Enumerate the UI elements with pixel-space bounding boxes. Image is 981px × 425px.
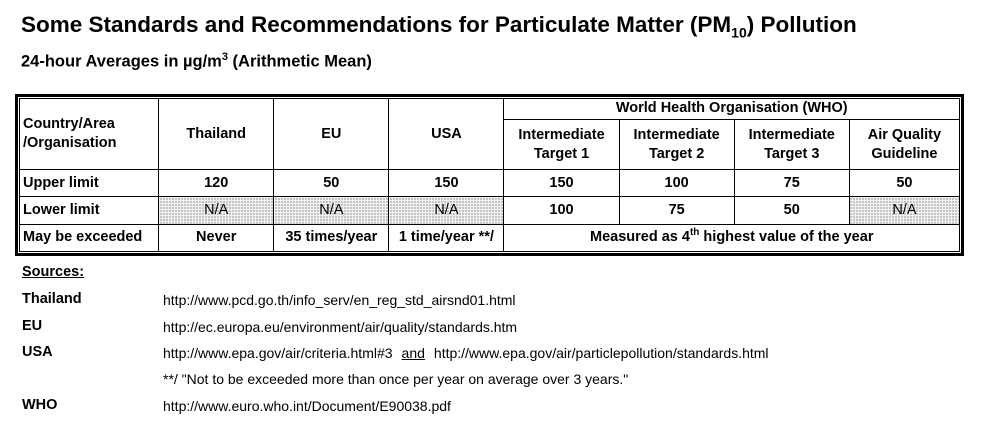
cell-upper-thailand: 120 [158,169,275,198]
corner-header: Country/Area /Organisation [18,97,160,171]
cell-lower-who-it1: 100 [503,196,620,225]
col-header-who-it1: Intermediate Target 1 [503,118,620,171]
cell-upper-eu: 50 [273,169,390,198]
source-url-thailand[interactable]: http://www.pcd.go.th/info_serv/en_reg_st… [163,292,516,308]
cell-lower-who-aqg: N/A [848,196,961,225]
table-row: Lower limit N/A N/A N/A 100 75 50 N/A [18,196,961,225]
table-row: Upper limit 120 50 150 150 100 75 50 [18,169,961,198]
cell-upper-who-it1: 150 [503,169,620,198]
col-header-usa: USA [388,97,505,171]
subtitle-superscript: 3 [221,51,228,63]
table-header-row: Country/Area /Organisation Thailand EU U… [18,97,960,171]
cell-upper-who-aqg: 50 [848,169,961,198]
cell-upper-usa: 150 [388,169,505,198]
cell-lower-eu: N/A [273,196,390,225]
row-label-exceeded: May be exceeded [18,223,160,253]
exceed-who-text: Measured as 4 [590,229,690,246]
row-label-lower: Lower limit [18,196,160,225]
row-label-upper: Upper limit [18,169,160,198]
cell-exceed-usa: 1 time/year **/ [388,223,505,253]
source-url-who[interactable]: http://www.euro.who.int/Document/E90038.… [163,398,451,414]
col-header-who-it3: Intermediate Target 3 [733,118,850,171]
table-subheader-row: Intermediate Target 1 Intermediate Targe… [20,118,961,171]
exceed-who-ordinal: th [689,227,700,239]
source-urls-usa: http://www.epa.gov/air/criteria.html#3 an… [163,345,769,361]
cell-upper-who-it2: 100 [618,169,735,198]
and-word: and [401,345,425,361]
subtitle-text: 24-hour Averages in µg/m [21,52,222,71]
source-label-who: WHO [22,397,58,413]
title-text-end: ) Pollution [746,12,857,37]
cell-exceed-thailand: Never [158,223,275,253]
cell-lower-thailand: N/A [158,196,275,225]
cell-lower-who-it3: 50 [733,196,850,225]
who-group-header: World Health Organisation (WHO) [503,98,960,120]
standards-table: Country/Area /Organisation Thailand EU U… [18,97,961,253]
source-url-usa-particle[interactable]: http://www.epa.gov/air/particlepollution… [433,345,769,361]
source-url-eu[interactable]: http://ec.europa.eu/environment/air/qual… [163,319,518,335]
exceed-who-text-end: highest value of the year [699,229,874,246]
col-header-eu: EU [273,97,390,171]
cell-exceed-eu: 35 times/year [273,223,390,253]
cell-lower-who-it2: 75 [618,196,735,225]
sources-heading: Sources: [22,264,85,280]
cell-exceed-who: Measured as 4th highest value of the yea… [503,223,960,253]
col-header-who-it2: Intermediate Target 2 [618,118,735,171]
cell-upper-who-it3: 75 [733,169,850,198]
page-subtitle: 24-hour Averages in µg/m3 (Arithmetic Me… [21,51,372,72]
col-header-who-aqg: Air Quality Guideline [848,118,961,171]
title-subscript: 10 [731,24,747,41]
source-label-usa: USA [22,344,53,360]
page-title: Some Standards and Recommendations for P… [21,12,857,41]
table-row: May be exceeded Never 35 times/year 1 ti… [18,223,960,253]
usa-footnote: **/ "Not to be exceeded more than once p… [163,371,629,387]
standards-table-frame: Country/Area /Organisation Thailand EU U… [15,94,964,256]
source-label-thailand: Thailand [22,291,82,307]
cell-lower-usa: N/A [388,196,505,225]
source-label-eu: EU [22,318,43,334]
col-header-thailand: Thailand [158,97,275,171]
title-text: Some Standards and Recommendations for P… [21,12,732,37]
source-url-usa-criteria[interactable]: http://www.epa.gov/air/criteria.html#3 [163,345,393,361]
subtitle-text-end: (Arithmetic Mean) [227,52,372,71]
